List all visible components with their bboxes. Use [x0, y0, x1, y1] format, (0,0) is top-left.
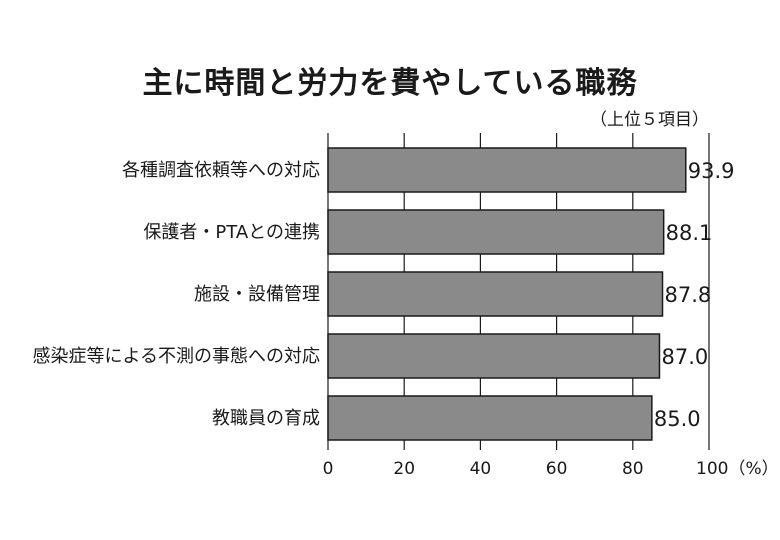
bar: [327, 271, 664, 317]
x-tick-label: 80: [622, 459, 644, 479]
category-label: 各種調査依頼等への対応: [122, 160, 320, 181]
value-label: 88.1: [666, 221, 713, 245]
bar: [327, 333, 661, 379]
x-tick-label: 0: [323, 459, 334, 479]
category-label: 保護者・PTAとの連携: [143, 222, 320, 243]
category-label: 感染症等による不測の事態への対応: [33, 346, 320, 367]
x-tick-label: 100（%）: [696, 459, 779, 479]
chart-subtitle: （上位５項目）: [590, 110, 709, 130]
category-label: 教職員の育成: [212, 408, 320, 429]
x-tick-label: 40: [470, 459, 492, 479]
bar: [327, 209, 665, 255]
category-label: 施設・設備管理: [194, 284, 320, 305]
value-label: 85.0: [654, 407, 701, 431]
value-label: 93.9: [688, 159, 735, 183]
bar: [327, 147, 687, 193]
chart-title: 主に時間と労力を費やしている職務: [142, 66, 638, 101]
value-label: 87.0: [661, 345, 708, 369]
x-tick-label: 20: [393, 459, 415, 479]
x-tick-label: 60: [546, 459, 568, 479]
value-label: 87.8: [665, 283, 712, 307]
bar: [327, 395, 653, 441]
